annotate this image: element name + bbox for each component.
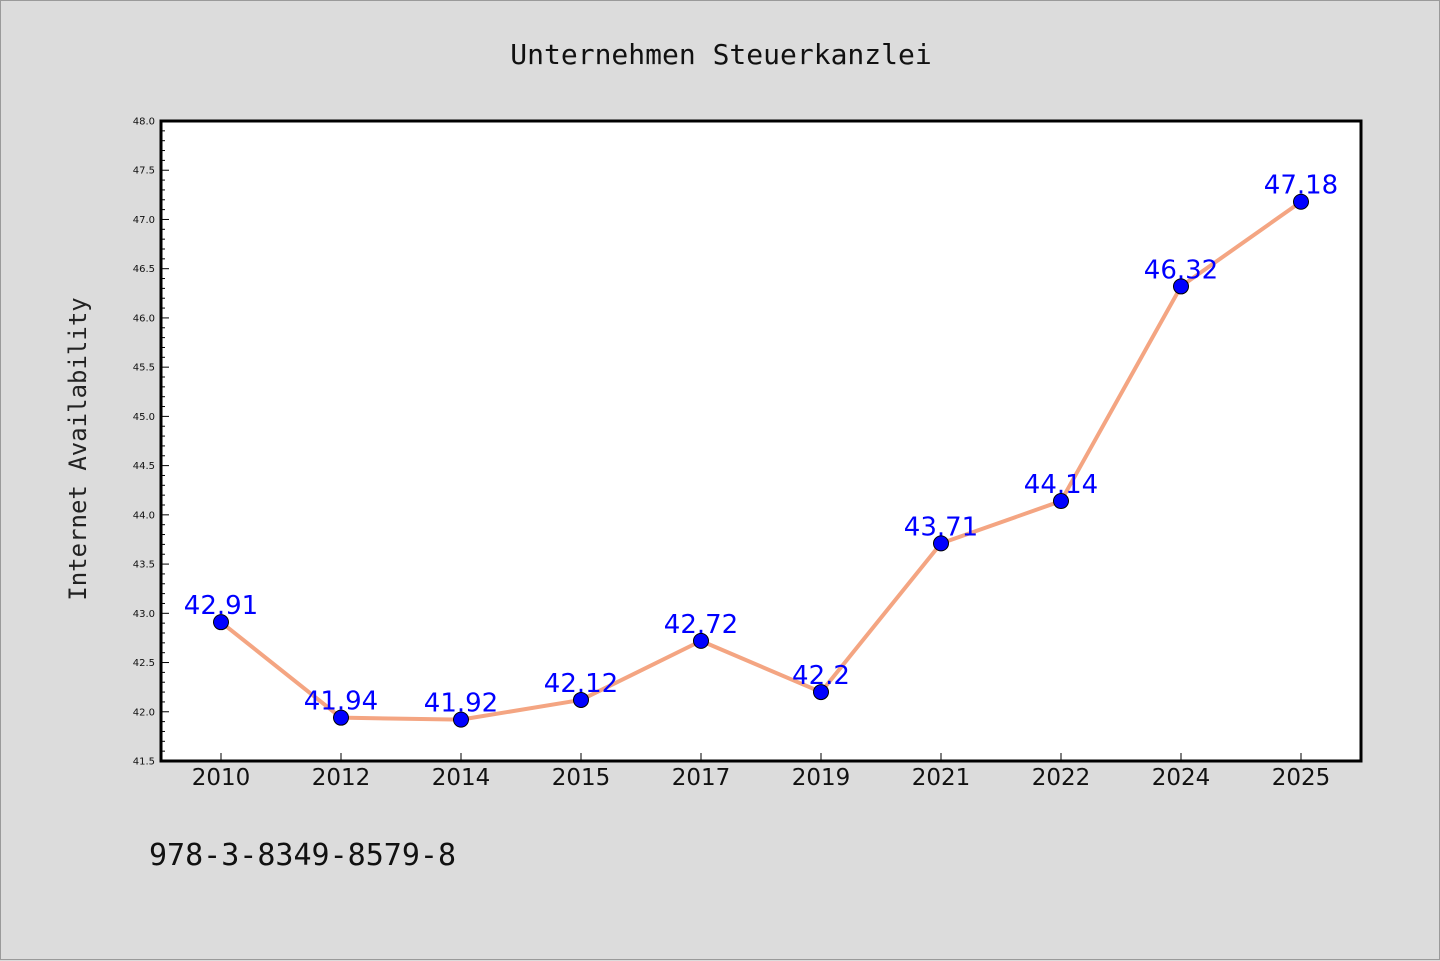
x-tick-label: 2024 <box>1152 765 1211 791</box>
data-point <box>1293 193 1309 210</box>
data-label: 42.91 <box>184 591 258 621</box>
x-tick-label: 2017 <box>672 765 731 791</box>
data-point <box>1173 278 1189 295</box>
data-label: 41.94 <box>304 687 378 717</box>
data-label: 46.32 <box>1144 255 1218 285</box>
data-label: 47.18 <box>1264 171 1338 201</box>
y-tick-label: 46.0 <box>133 313 155 324</box>
y-tick-label: 45.0 <box>133 412 155 423</box>
x-tick-label: 2014 <box>432 765 491 791</box>
data-point <box>933 535 949 552</box>
y-tick-label: 48.0 <box>133 117 155 128</box>
data-point <box>573 691 589 708</box>
y-tick-label: 45.5 <box>133 363 155 374</box>
plot-border <box>159 119 1363 763</box>
x-tick-label: 2022 <box>1032 765 1091 791</box>
x-tick-label: 2019 <box>792 765 851 791</box>
data-point <box>1053 493 1069 510</box>
y-tick-label: 41.5 <box>133 757 155 768</box>
x-tick-label: 2021 <box>912 765 971 791</box>
data-point <box>813 684 829 701</box>
data-point <box>453 711 469 728</box>
y-tick-label: 44.0 <box>133 510 155 521</box>
x-tick-label: 2025 <box>1272 765 1331 791</box>
y-tick-label: 46.5 <box>133 264 155 275</box>
x-tick-label: 2010 <box>192 765 251 791</box>
y-tick-label: 42.0 <box>133 707 155 718</box>
x-axis: 2010 2012 2014 2015 2017 2019 2021 2022 2024 2025 <box>192 753 1331 791</box>
y-tick-label: 43.5 <box>133 560 155 571</box>
y-tick-label: 47.5 <box>133 166 155 177</box>
data-label: 42.72 <box>664 610 738 640</box>
data-point <box>213 614 229 631</box>
data-labels-group: 42.91 41.94 41.92 42.12 42.72 42.2 43.71 44.14 4… <box>184 171 1338 719</box>
y-tick-label: 42.5 <box>133 658 155 669</box>
y-tick-label: 43.0 <box>133 609 155 620</box>
isbn-footer: 978-3-8349-8579-8 <box>149 838 456 873</box>
data-label: 43.71 <box>904 512 978 542</box>
data-label: 41.92 <box>424 689 498 719</box>
data-label: 42.2 <box>792 661 850 691</box>
y-axis-label: Internet Availability <box>64 297 92 600</box>
series-group <box>213 193 1309 728</box>
x-tick-label: 2012 <box>312 765 371 791</box>
x-tick-label: 2015 <box>552 765 611 791</box>
series-line <box>219 199 1303 722</box>
y-tick-label: 44.5 <box>133 461 155 472</box>
y-tick-label: 47.0 <box>133 215 155 226</box>
data-point <box>693 632 709 649</box>
plot-area <box>161 121 1361 761</box>
chart-title: Unternehmen Steuerkanzlei <box>510 38 931 71</box>
data-label: 42.12 <box>544 669 618 699</box>
data-label: 44.14 <box>1024 470 1098 500</box>
data-point <box>333 709 349 726</box>
